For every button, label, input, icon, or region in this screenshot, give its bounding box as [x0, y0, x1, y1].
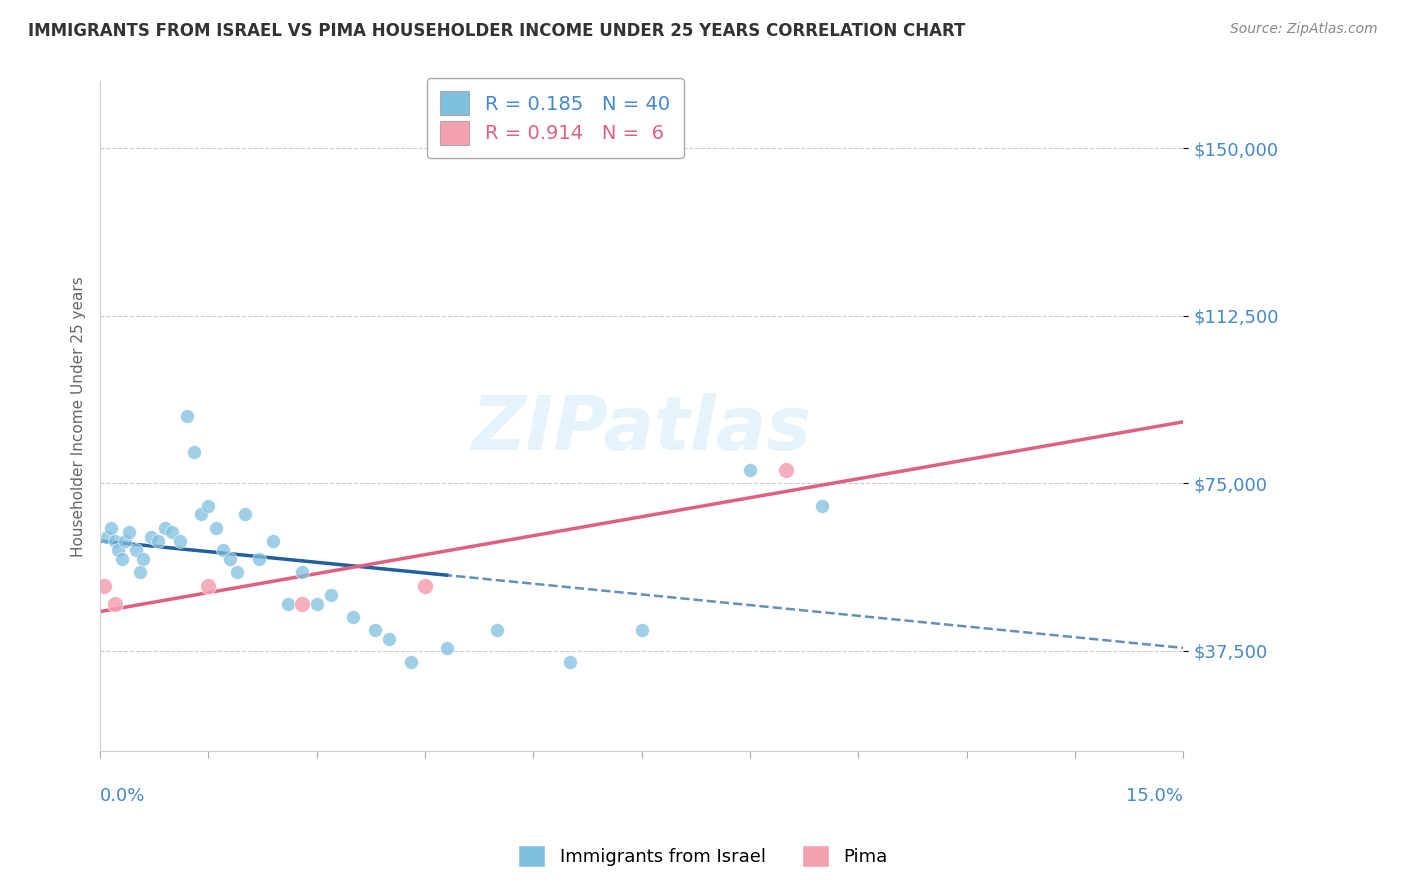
Point: [399, 655, 422, 669]
Point: [363, 624, 385, 638]
Text: 15.0%: 15.0%: [1126, 787, 1184, 805]
Point: [190, 508, 212, 522]
Point: [93, 579, 115, 593]
Point: [107, 543, 129, 558]
Point: [436, 641, 458, 656]
Point: [342, 610, 364, 624]
Point: [413, 579, 436, 593]
Text: 0.0%: 0.0%: [100, 787, 145, 805]
Point: [139, 530, 162, 544]
Text: IMMIGRANTS FROM ISRAEL VS PIMA HOUSEHOLDER INCOME UNDER 25 YEARS CORRELATION CHA: IMMIGRANTS FROM ISRAEL VS PIMA HOUSEHOLD…: [28, 22, 966, 40]
Point: [118, 525, 141, 540]
Point: [775, 463, 797, 477]
Point: [558, 655, 581, 669]
Text: Source: ZipAtlas.com: Source: ZipAtlas.com: [1230, 22, 1378, 37]
Point: [630, 624, 652, 638]
Text: ZIPatlas: ZIPatlas: [472, 393, 811, 467]
Point: [378, 632, 401, 647]
Point: [183, 445, 205, 459]
Point: [114, 534, 136, 549]
Point: [111, 552, 134, 566]
Point: [321, 588, 343, 602]
Legend: Immigrants from Israel, Pima: Immigrants from Israel, Pima: [510, 838, 896, 874]
Point: [96, 530, 118, 544]
Point: [262, 534, 284, 549]
Point: [197, 579, 219, 593]
Point: [103, 597, 125, 611]
Legend: R = 0.185   N = 40, R = 0.914   N =  6: R = 0.185 N = 40, R = 0.914 N = 6: [426, 78, 683, 158]
Point: [233, 508, 256, 522]
Point: [125, 543, 148, 558]
Point: [291, 566, 314, 580]
Point: [811, 499, 834, 513]
Point: [305, 597, 328, 611]
Point: [197, 499, 219, 513]
Point: [176, 409, 198, 424]
Point: [146, 534, 169, 549]
Point: [132, 552, 155, 566]
Point: [291, 597, 314, 611]
Point: [486, 624, 509, 638]
Point: [204, 521, 226, 535]
Point: [212, 543, 235, 558]
Point: [738, 463, 761, 477]
Point: [169, 534, 191, 549]
Point: [219, 552, 242, 566]
Point: [247, 552, 270, 566]
Point: [128, 566, 150, 580]
Point: [100, 521, 122, 535]
Y-axis label: Householder Income Under 25 years: Householder Income Under 25 years: [72, 276, 86, 557]
Point: [226, 566, 249, 580]
Point: [153, 521, 176, 535]
Point: [277, 597, 299, 611]
Point: [103, 534, 125, 549]
Point: [162, 525, 184, 540]
